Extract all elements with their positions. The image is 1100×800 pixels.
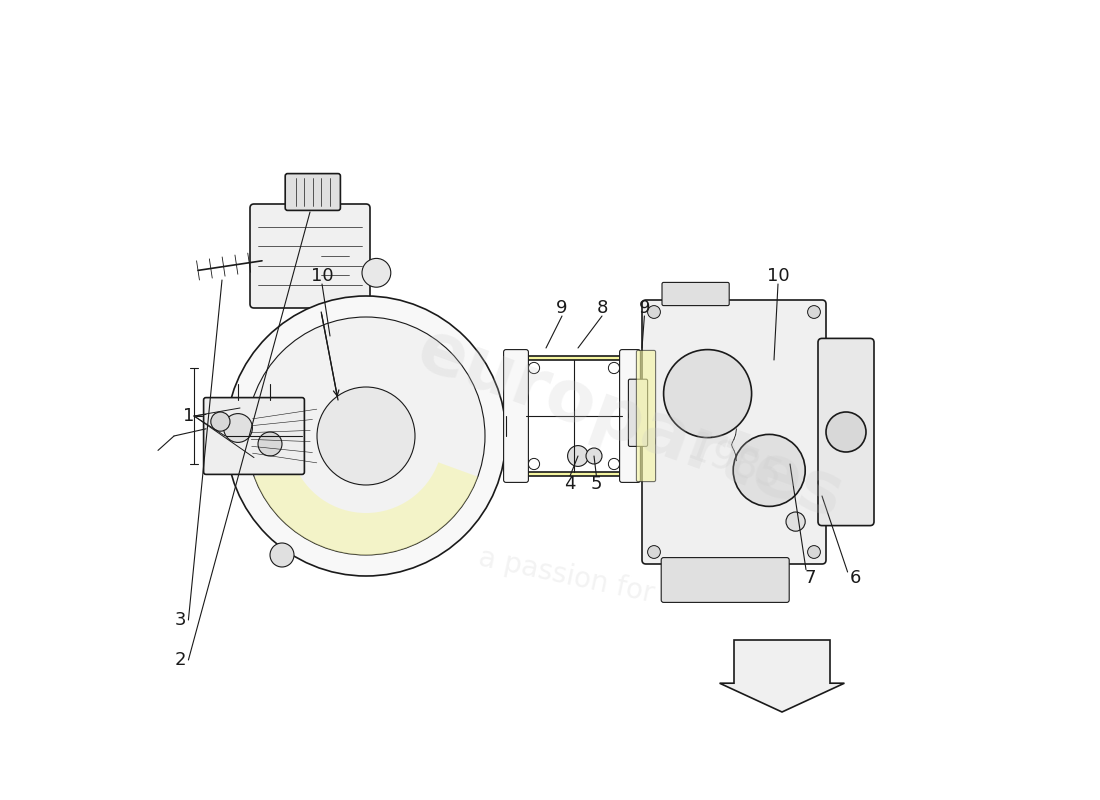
Text: 1985: 1985 bbox=[681, 429, 788, 499]
Circle shape bbox=[317, 387, 415, 485]
Circle shape bbox=[223, 414, 252, 442]
Circle shape bbox=[608, 458, 619, 470]
Circle shape bbox=[248, 317, 485, 555]
FancyBboxPatch shape bbox=[504, 350, 528, 482]
Text: 10: 10 bbox=[310, 267, 333, 285]
FancyBboxPatch shape bbox=[661, 558, 789, 602]
Text: 5: 5 bbox=[591, 475, 602, 493]
FancyBboxPatch shape bbox=[637, 350, 656, 482]
Circle shape bbox=[568, 446, 588, 466]
Circle shape bbox=[786, 512, 805, 531]
Circle shape bbox=[648, 306, 660, 318]
Circle shape bbox=[648, 546, 660, 558]
FancyBboxPatch shape bbox=[285, 174, 340, 210]
Circle shape bbox=[586, 448, 602, 464]
Circle shape bbox=[362, 258, 390, 287]
Text: 10: 10 bbox=[767, 267, 790, 285]
Circle shape bbox=[807, 306, 821, 318]
Circle shape bbox=[528, 458, 540, 470]
FancyBboxPatch shape bbox=[642, 300, 826, 564]
FancyBboxPatch shape bbox=[628, 379, 648, 446]
Text: 2: 2 bbox=[175, 651, 186, 669]
FancyBboxPatch shape bbox=[526, 360, 621, 472]
FancyBboxPatch shape bbox=[204, 398, 305, 474]
Text: 1: 1 bbox=[183, 407, 194, 425]
Circle shape bbox=[826, 412, 866, 452]
FancyBboxPatch shape bbox=[522, 356, 626, 476]
Text: 6: 6 bbox=[850, 569, 861, 586]
FancyBboxPatch shape bbox=[250, 204, 370, 308]
Circle shape bbox=[226, 296, 506, 576]
Text: 7: 7 bbox=[804, 569, 816, 586]
Circle shape bbox=[608, 362, 619, 374]
Circle shape bbox=[258, 432, 282, 456]
Polygon shape bbox=[719, 640, 845, 712]
Text: 4: 4 bbox=[564, 475, 575, 493]
Text: 3: 3 bbox=[175, 611, 186, 629]
Text: europartes: europartes bbox=[407, 315, 852, 533]
Circle shape bbox=[211, 412, 230, 431]
Circle shape bbox=[734, 434, 805, 506]
FancyBboxPatch shape bbox=[818, 338, 874, 526]
Text: a passion for: a passion for bbox=[475, 544, 657, 608]
Circle shape bbox=[528, 362, 540, 374]
Text: 9: 9 bbox=[639, 299, 650, 317]
FancyBboxPatch shape bbox=[662, 282, 729, 306]
FancyBboxPatch shape bbox=[619, 350, 640, 482]
Text: 8: 8 bbox=[596, 299, 607, 317]
Circle shape bbox=[663, 350, 751, 438]
Wedge shape bbox=[254, 462, 477, 555]
Circle shape bbox=[270, 543, 294, 567]
Circle shape bbox=[807, 546, 821, 558]
Text: 9: 9 bbox=[557, 299, 568, 317]
